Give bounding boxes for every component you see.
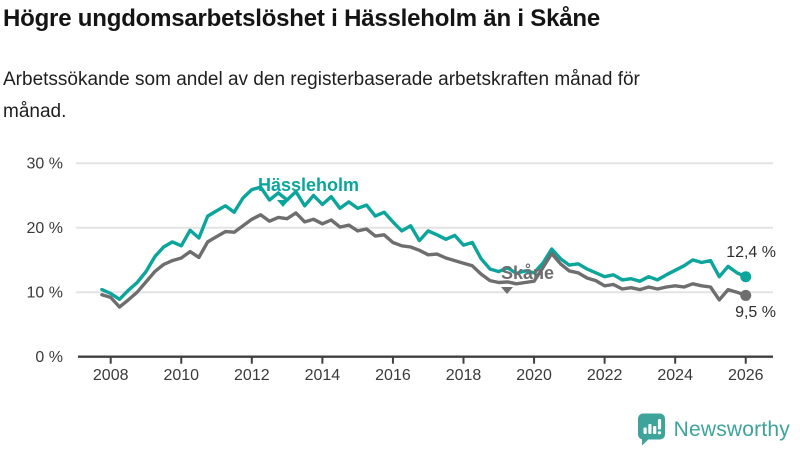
page-title: Högre ungdomsarbetslöshet i Hässleholm ä…	[3, 5, 601, 32]
x-axis-tick-label: 2008	[93, 367, 129, 384]
page-subtitle: Arbetssökande som andel av den registerb…	[3, 69, 640, 122]
y-axis-tick-label: 0 %	[35, 349, 63, 366]
x-axis-tick-label: 2014	[305, 367, 341, 384]
x-axis-tick-label: 2018	[446, 367, 482, 384]
skane-end-dot	[740, 289, 752, 301]
x-axis-tick-label: 2024	[657, 367, 693, 384]
newsworthy-logo-icon	[637, 413, 665, 446]
y-axis-tick-label: 20 %	[27, 220, 63, 237]
unemployment-line-chart: 0 % 10 % 20 % 30 % 2008 2010 2012 2014 2016 2018 2…	[27, 156, 773, 384]
hassleholm-line	[100, 185, 748, 302]
y-axis-tick-label: 30 %	[27, 156, 63, 173]
x-axis-tick-label: 2020	[516, 367, 552, 384]
hassleholm-end-dot	[740, 271, 752, 283]
skane-end-value-label: 9,5 %	[735, 304, 776, 321]
x-axis-tick-label: 2026	[728, 367, 764, 384]
chart-area: 0 % 10 % 20 % 30 % 2008 2010 2012 2014 2016 2018 2…	[0, 140, 800, 400]
skane-series-label: Skåne	[501, 263, 555, 283]
hassleholm-series-label: Hässleholm	[258, 175, 360, 195]
hassleholm-end-value-label: 12,4 %	[726, 244, 776, 261]
x-axis-tick-label: 2012	[234, 367, 270, 384]
x-axis-tick-label: 2016	[375, 367, 411, 384]
skane-line	[100, 211, 748, 309]
newsworthy-logo: Newsworthy	[637, 413, 790, 446]
x-axis-tick-label: 2022	[587, 367, 623, 384]
skane-label-pointer-icon	[501, 287, 513, 294]
hassleholm-label-pointer-icon	[277, 200, 289, 207]
y-axis-tick-label: 10 %	[27, 285, 63, 302]
x-axis-tick-label: 2010	[163, 367, 199, 384]
newsworthy-logo-text: Newsworthy	[673, 417, 790, 441]
